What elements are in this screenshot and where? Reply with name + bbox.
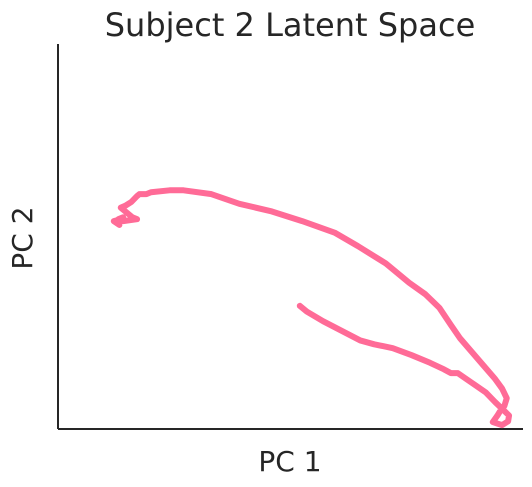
- series-line-0: [110, 187, 513, 429]
- x-axis-label: PC 1: [258, 445, 321, 478]
- chart-title: Subject 2 Latent Space: [105, 6, 476, 44]
- series-layer: [110, 187, 513, 429]
- y-axis-label: PC 2: [6, 206, 39, 269]
